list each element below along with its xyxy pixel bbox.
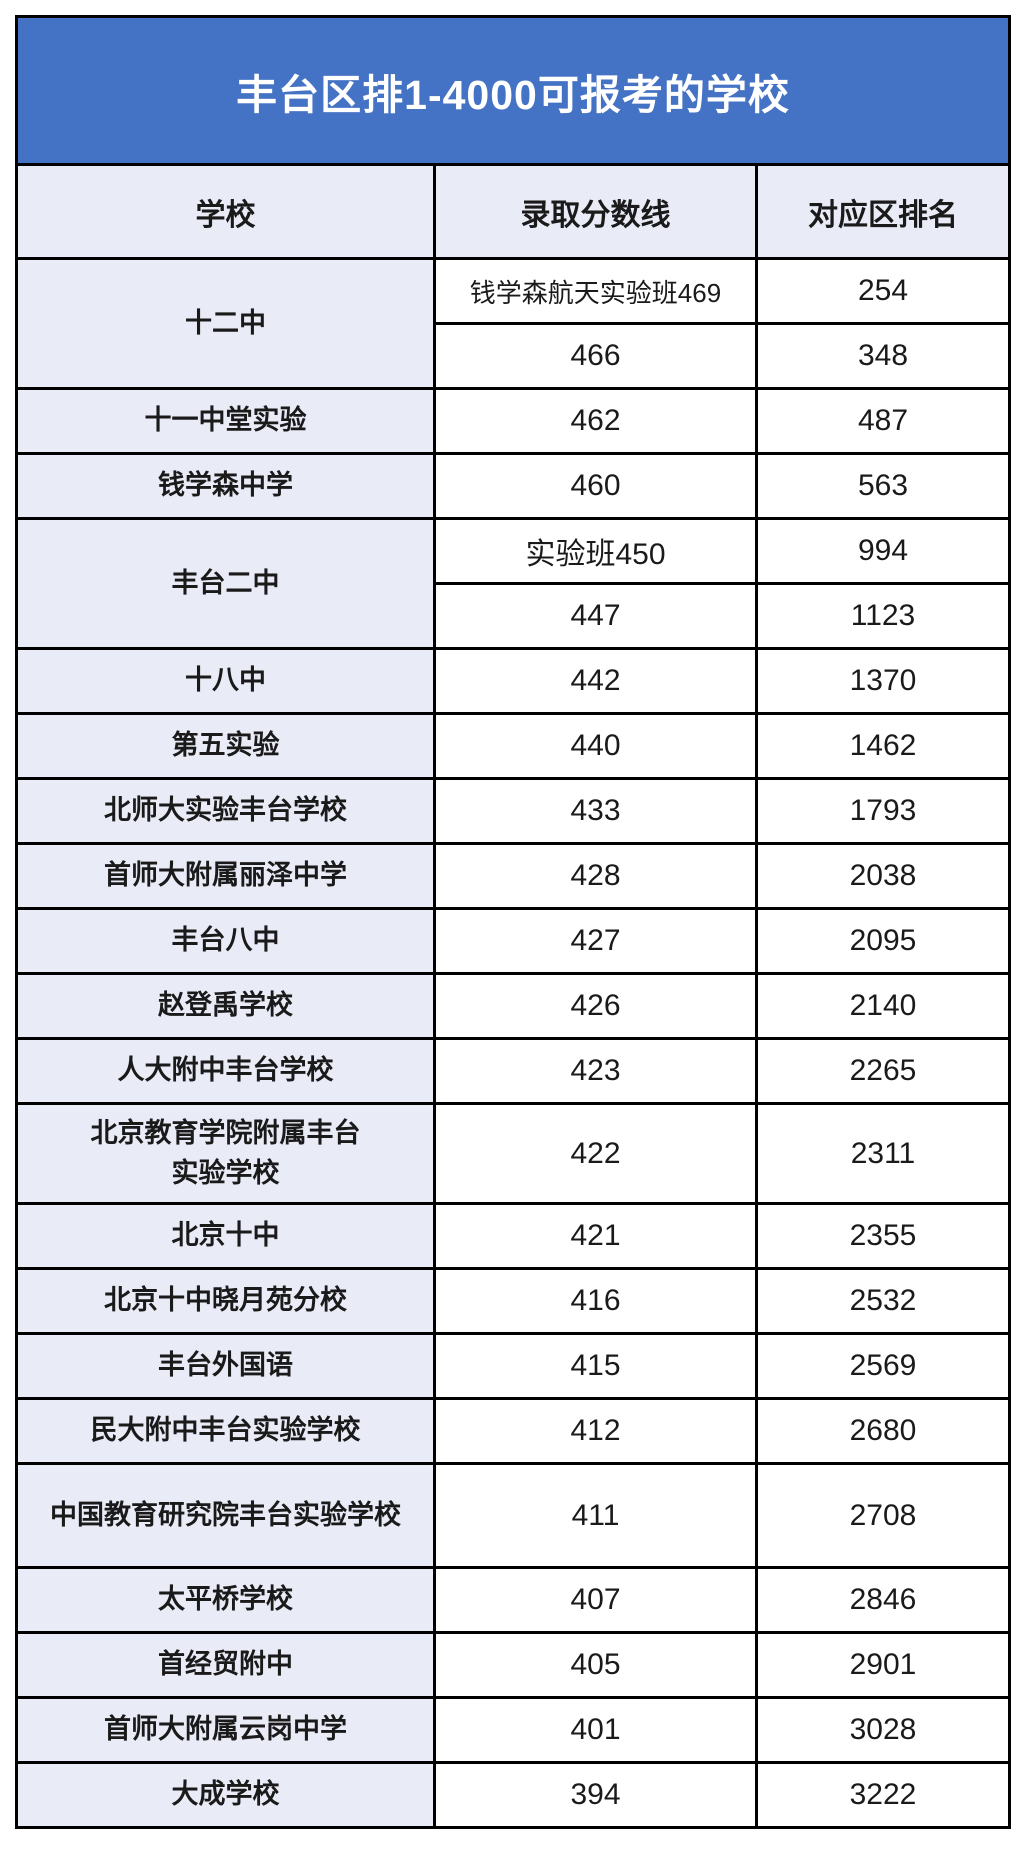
rank-cell: 2901 <box>754 1631 1012 1699</box>
score-cell: 427 <box>432 907 758 975</box>
table-row: 钱学森中学 460 563 <box>14 452 1012 520</box>
rank-cell: 348 <box>754 322 1012 390</box>
table-row: 447 1123 <box>16 582 1012 650</box>
score-cell: 415 <box>432 1332 758 1400</box>
table-row: 人大附中丰台学校 423 2265 <box>14 1037 1012 1105</box>
score-cell: 实验班450 <box>432 517 758 585</box>
rank-cell: 2355 <box>754 1202 1012 1270</box>
school-name-cell: 首经贸附中 <box>14 1631 436 1699</box>
score-cell: 412 <box>432 1397 758 1465</box>
table-row: 大成学校 394 3222 <box>14 1761 1012 1829</box>
rank-cell: 1370 <box>754 647 1012 715</box>
rank-cell: 2708 <box>754 1462 1012 1569</box>
school-name-cell: 赵登禹学校 <box>14 972 436 1040</box>
page-title: 丰台区排1-4000可报考的学校 <box>14 15 1012 166</box>
table-row: 466 348 <box>16 322 1012 390</box>
score-cell: 426 <box>432 972 758 1040</box>
col-header-school: 学校 <box>14 163 436 260</box>
rank-cell: 994 <box>754 517 1012 585</box>
table-row: 首经贸附中 405 2901 <box>14 1631 1012 1699</box>
score-cell: 440 <box>432 712 758 780</box>
school-name-cell: 北京教育学院附属丰台 实验学校 <box>14 1102 436 1205</box>
rank-cell: 563 <box>754 452 1012 520</box>
table-row: 第五实验 440 1462 <box>14 712 1012 780</box>
rank-cell: 2569 <box>754 1332 1012 1400</box>
score-cell: 421 <box>432 1202 758 1270</box>
rank-cell: 2680 <box>754 1397 1012 1465</box>
score-cell: 466 <box>432 322 758 390</box>
school-name-cell: 十八中 <box>14 647 436 715</box>
score-cell: 442 <box>432 647 758 715</box>
rank-cell: 2265 <box>754 1037 1012 1105</box>
table-row: 中国教育研究院丰台实验学校 411 2708 <box>14 1462 1012 1569</box>
school-name-cell: 大成学校 <box>14 1761 436 1829</box>
rank-cell: 1123 <box>754 582 1012 650</box>
rank-cell: 2140 <box>754 972 1012 1040</box>
score-cell: 394 <box>432 1761 758 1829</box>
table-row: 十一中堂实验 462 487 <box>14 387 1012 455</box>
score-cell: 428 <box>432 842 758 910</box>
col-header-rank: 对应区排名 <box>754 163 1012 260</box>
rank-cell: 2846 <box>754 1566 1012 1634</box>
school-name-cell: 丰台二中 <box>14 517 436 650</box>
table-row: 北京十中 421 2355 <box>14 1202 1012 1270</box>
rank-cell: 2532 <box>754 1267 1012 1335</box>
score-cell: 416 <box>432 1267 758 1335</box>
rank-cell: 2311 <box>754 1102 1012 1205</box>
table-row: 太平桥学校 407 2846 <box>14 1566 1012 1634</box>
table-row: 北师大实验丰台学校 433 1793 <box>14 777 1012 845</box>
score-cell: 462 <box>432 387 758 455</box>
admission-table: 丰台区排1-4000可报考的学校 学校 录取分数线 对应区排名 十二中 钱学森航… <box>14 15 1012 1829</box>
table-row: 首师大附属丽泽中学 428 2038 <box>14 842 1012 910</box>
school-name-cell: 太平桥学校 <box>14 1566 436 1634</box>
table-row: 北京教育学院附属丰台 实验学校 422 2311 <box>14 1102 1012 1205</box>
school-name-cell: 丰台外国语 <box>14 1332 436 1400</box>
rank-cell: 254 <box>754 257 1012 325</box>
table-row: 丰台二中 实验班450 994 <box>14 517 1012 650</box>
table-row: 丰台八中 427 2095 <box>14 907 1012 975</box>
score-cell: 钱学森航天实验班469 <box>432 257 758 325</box>
school-name-cell: 首师大附属丽泽中学 <box>14 842 436 910</box>
title-banner-row: 丰台区排1-4000可报考的学校 <box>14 15 1012 166</box>
header-row: 学校 录取分数线 对应区排名 <box>14 163 1012 260</box>
table-row: 北京十中晓月苑分校 416 2532 <box>14 1267 1012 1335</box>
rank-cell: 2095 <box>754 907 1012 975</box>
school-name-cell: 中国教育研究院丰台实验学校 <box>14 1462 436 1569</box>
school-name-cell: 人大附中丰台学校 <box>14 1037 436 1105</box>
table-row: 首师大附属云岗中学 401 3028 <box>14 1696 1012 1764</box>
rank-cell: 1793 <box>754 777 1012 845</box>
school-name-cell: 第五实验 <box>14 712 436 780</box>
school-name-cell: 首师大附属云岗中学 <box>14 1696 436 1764</box>
score-cell: 407 <box>432 1566 758 1634</box>
school-name-cell: 北师大实验丰台学校 <box>14 777 436 845</box>
table-row: 十二中 钱学森航天实验班469 254 <box>14 257 1012 390</box>
rank-cell: 2038 <box>754 842 1012 910</box>
school-name-cell: 北京十中晓月苑分校 <box>14 1267 436 1335</box>
rank-cell: 3028 <box>754 1696 1012 1764</box>
score-cell: 401 <box>432 1696 758 1764</box>
score-cell: 460 <box>432 452 758 520</box>
score-cell: 433 <box>432 777 758 845</box>
score-cell: 405 <box>432 1631 758 1699</box>
rank-cell: 1462 <box>754 712 1012 780</box>
table-row: 丰台外国语 415 2569 <box>14 1332 1012 1400</box>
score-cell: 423 <box>432 1037 758 1105</box>
rank-cell: 3222 <box>754 1761 1012 1829</box>
school-name-cell: 北京十中 <box>14 1202 436 1270</box>
score-cell: 422 <box>432 1102 758 1205</box>
school-name-cell: 钱学森中学 <box>14 452 436 520</box>
col-header-score: 录取分数线 <box>432 163 758 260</box>
table-row: 十八中 442 1370 <box>14 647 1012 715</box>
score-cell: 447 <box>432 582 758 650</box>
table-row: 民大附中丰台实验学校 412 2680 <box>14 1397 1012 1465</box>
school-name-cell: 丰台八中 <box>14 907 436 975</box>
table-row: 赵登禹学校 426 2140 <box>14 972 1012 1040</box>
score-cell: 411 <box>432 1462 758 1569</box>
rank-cell: 487 <box>754 387 1012 455</box>
school-name-cell: 民大附中丰台实验学校 <box>14 1397 436 1465</box>
school-name-cell: 十二中 <box>14 257 436 390</box>
school-name-cell: 十一中堂实验 <box>14 387 436 455</box>
